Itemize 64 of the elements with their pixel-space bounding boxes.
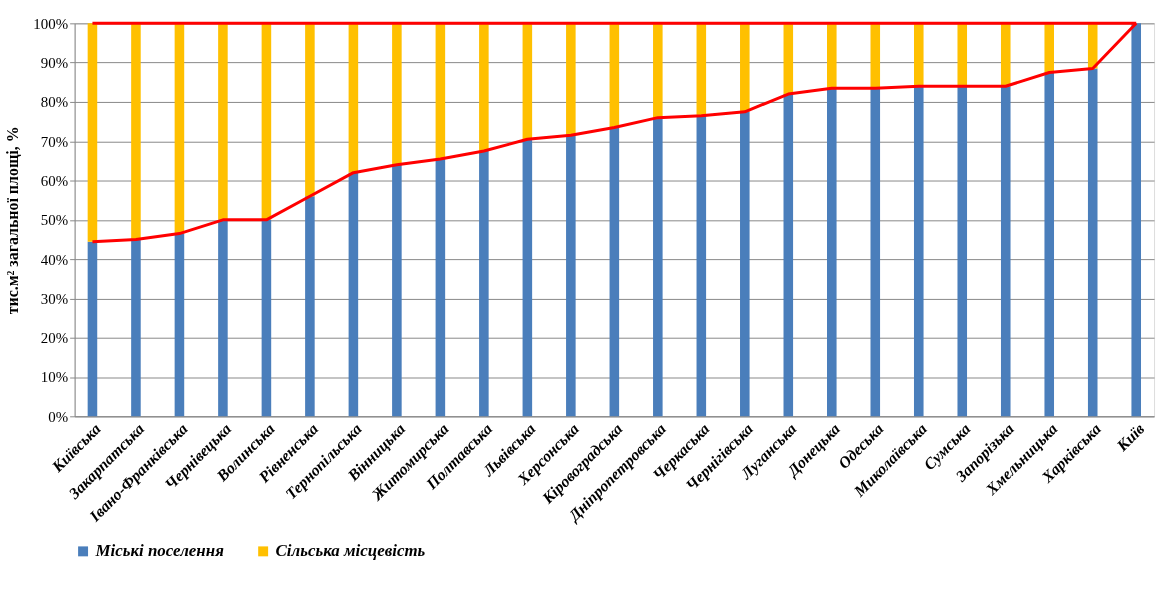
- bar: [87, 23, 98, 242]
- bar: [783, 23, 794, 95]
- bar: [87, 241, 98, 417]
- bar: [435, 158, 446, 417]
- bar: [392, 164, 402, 417]
- bar: [522, 139, 533, 417]
- x-tick-label: Київ: [1112, 420, 1148, 455]
- bar: [348, 23, 359, 173]
- bar: [609, 23, 620, 128]
- bar: [218, 23, 228, 220]
- bar: [174, 233, 185, 417]
- y-tick-label: 90%: [40, 55, 69, 72]
- bar: [827, 23, 837, 89]
- bar: [305, 23, 315, 197]
- bar: [348, 172, 359, 417]
- bar: [1000, 23, 1011, 87]
- y-axis-title: тис.м² загальної площі, %: [4, 126, 22, 315]
- bar: [392, 23, 402, 165]
- bar: [827, 88, 837, 417]
- bar: [1000, 86, 1011, 417]
- y-tick-label: 30%: [40, 290, 69, 307]
- bar: [870, 88, 881, 417]
- y-tick-label: 60%: [40, 173, 69, 189]
- bar: [131, 239, 141, 417]
- bar: [1044, 23, 1055, 73]
- bar: [957, 86, 968, 417]
- bar: [740, 23, 750, 112]
- bar: [566, 135, 576, 417]
- bar: [957, 23, 968, 87]
- bar: [522, 23, 533, 140]
- bar: [479, 23, 489, 152]
- y-tick-label: 80%: [40, 94, 69, 111]
- bar: [913, 86, 924, 417]
- bar: [131, 23, 141, 240]
- y-tick-label: 70%: [40, 133, 69, 150]
- y-tick-label: 100%: [33, 15, 69, 32]
- y-tick-label: 50%: [40, 212, 69, 229]
- bar: [783, 94, 794, 417]
- bar: [740, 111, 750, 417]
- y-tick-label: 40%: [40, 251, 69, 268]
- bar: [1044, 72, 1055, 417]
- bar: [479, 151, 489, 417]
- y-tick-label: 20%: [40, 330, 69, 347]
- legend-label: Сільська місцевість: [275, 541, 426, 561]
- legend-label: Міські поселення: [94, 541, 225, 561]
- bar: [1087, 23, 1098, 69]
- bar: [261, 219, 272, 417]
- bar: [435, 23, 446, 159]
- bar: [566, 23, 576, 136]
- bar: [653, 23, 663, 118]
- bar: [1131, 23, 1141, 417]
- bar: [696, 23, 707, 116]
- bar: [174, 23, 185, 234]
- bar: [609, 127, 620, 417]
- bar: [913, 23, 924, 87]
- bar: [870, 23, 881, 89]
- bar: [1087, 68, 1098, 417]
- bar: [261, 23, 272, 220]
- y-tick-label: 10%: [40, 369, 69, 386]
- bar: [696, 115, 707, 417]
- bar: [653, 117, 663, 417]
- y-tick-label: 0%: [48, 408, 69, 425]
- bar: [218, 219, 228, 417]
- bar: [305, 196, 315, 417]
